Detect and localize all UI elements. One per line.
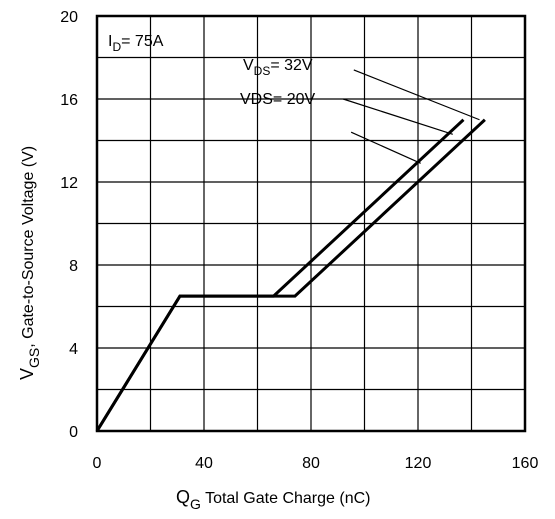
series-line-0 bbox=[95, 118, 486, 432]
y-tick-label: 0 bbox=[69, 424, 78, 441]
series-label-vds-32v: VDS= 32V bbox=[243, 57, 313, 78]
y-axis-label: VGS, Gate-to-Source Voltage (V) bbox=[17, 146, 42, 380]
y-tick-label: 16 bbox=[60, 92, 78, 109]
y-tick-label: 12 bbox=[60, 175, 78, 192]
y-tick-labels: 0 4 8 12 16 20 bbox=[60, 9, 78, 441]
x-tick-labels: 0 40 80 120 160 bbox=[93, 455, 539, 472]
grid-lines bbox=[97, 16, 525, 431]
x-tick-label: 120 bbox=[405, 455, 432, 472]
x-tick-label: 160 bbox=[512, 455, 539, 472]
leader-line bbox=[342, 98, 453, 135]
series-group bbox=[95, 118, 486, 432]
x-tick-label: 40 bbox=[195, 455, 213, 472]
leader-line bbox=[353, 69, 480, 121]
y-tick-label: 20 bbox=[60, 9, 78, 26]
series-label-vds-20v: VDS= 20V bbox=[240, 91, 315, 108]
x-tick-label: 80 bbox=[302, 455, 320, 472]
x-axis-label: QG Total Gate Charge (nC) bbox=[176, 487, 370, 512]
x-tick-label: 0 bbox=[93, 455, 102, 472]
plot-frame bbox=[95, 14, 527, 433]
leader-lines bbox=[342, 69, 480, 164]
leader-line bbox=[350, 131, 421, 164]
series-line-1 bbox=[95, 118, 465, 432]
drain-current-annotation: ID= 75A bbox=[108, 33, 164, 54]
y-tick-label: 4 bbox=[69, 341, 78, 358]
y-tick-label: 8 bbox=[69, 258, 78, 275]
